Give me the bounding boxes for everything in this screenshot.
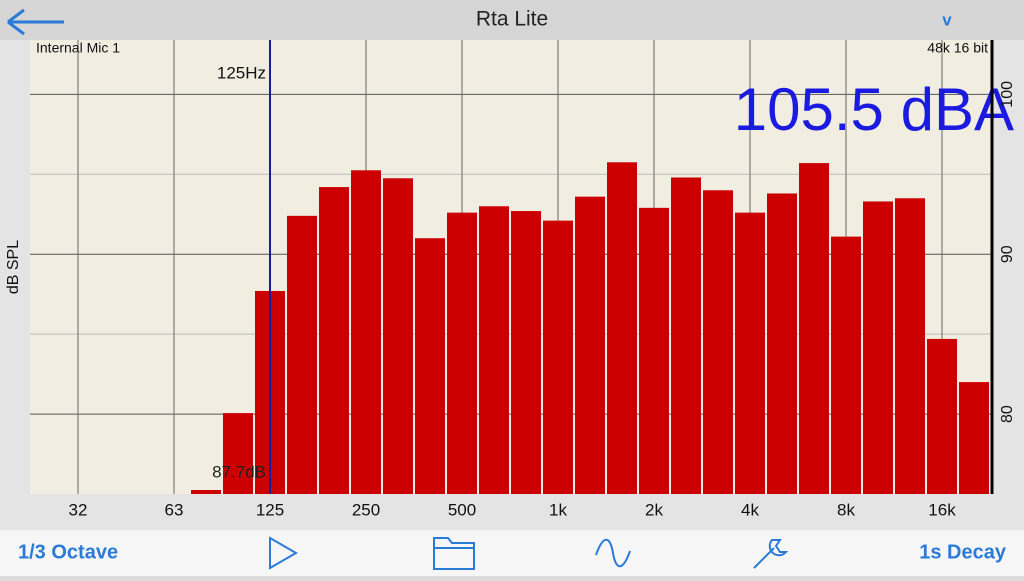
toolbar	[0, 530, 1024, 576]
x-tick-label: 125	[256, 500, 284, 519]
wave-button[interactable]	[595, 538, 631, 568]
app-title: Rta Lite	[476, 8, 548, 31]
bar	[543, 220, 573, 494]
bar	[319, 187, 349, 494]
bar	[191, 490, 221, 494]
folder-button[interactable]	[433, 537, 475, 570]
cursor-label: 125Hz	[217, 63, 266, 82]
bar	[383, 178, 413, 494]
bar	[415, 238, 445, 494]
y-axis-label: dB SPL	[5, 240, 22, 294]
x-tick-label: 250	[352, 500, 380, 519]
bar	[671, 177, 701, 494]
play-button[interactable]	[269, 536, 299, 570]
bar	[863, 201, 893, 494]
cursor-value-label: 87.7dB	[212, 462, 266, 481]
bar	[735, 212, 765, 494]
bar	[287, 215, 317, 494]
bar	[959, 382, 989, 494]
decay-button[interactable]: 1s Decay	[919, 541, 1007, 563]
bar	[351, 170, 381, 494]
back-button[interactable]	[7, 8, 64, 36]
bar	[639, 207, 669, 494]
bar	[831, 236, 861, 494]
x-tick-label: 4k	[741, 500, 759, 519]
x-tick-label: 2k	[645, 500, 663, 519]
menu-button[interactable]: v	[942, 10, 952, 29]
top-bar	[0, 0, 1024, 40]
bar	[223, 413, 253, 494]
x-tick-label: 8k	[837, 500, 855, 519]
x-tick-label: 16k	[928, 500, 956, 519]
bar	[607, 162, 637, 495]
y-tick-label: 100	[999, 81, 1016, 108]
bar	[479, 206, 509, 494]
format-label: 48k 16 bit	[927, 40, 988, 56]
bar	[927, 338, 957, 494]
bar	[447, 212, 477, 494]
x-tick-label: 500	[448, 500, 476, 519]
source-label: Internal Mic 1	[36, 40, 120, 56]
bar	[575, 196, 605, 494]
settings-button[interactable]	[753, 539, 789, 569]
back-arrow[interactable]	[7, 8, 64, 36]
bar	[895, 198, 925, 494]
y-tick-label: 90	[999, 245, 1016, 263]
x-tick-label: 1k	[549, 500, 567, 519]
bar	[703, 190, 733, 494]
x-tick-label: 32	[69, 500, 88, 519]
level-readout: 105.5 dBA	[734, 76, 1014, 143]
bar	[511, 211, 541, 494]
bar	[799, 163, 829, 494]
bar	[767, 193, 797, 494]
octave-button[interactable]: 1/3 Octave	[18, 541, 118, 563]
x-tick-label: 63	[165, 500, 184, 519]
y-tick-label: 80	[999, 405, 1016, 423]
